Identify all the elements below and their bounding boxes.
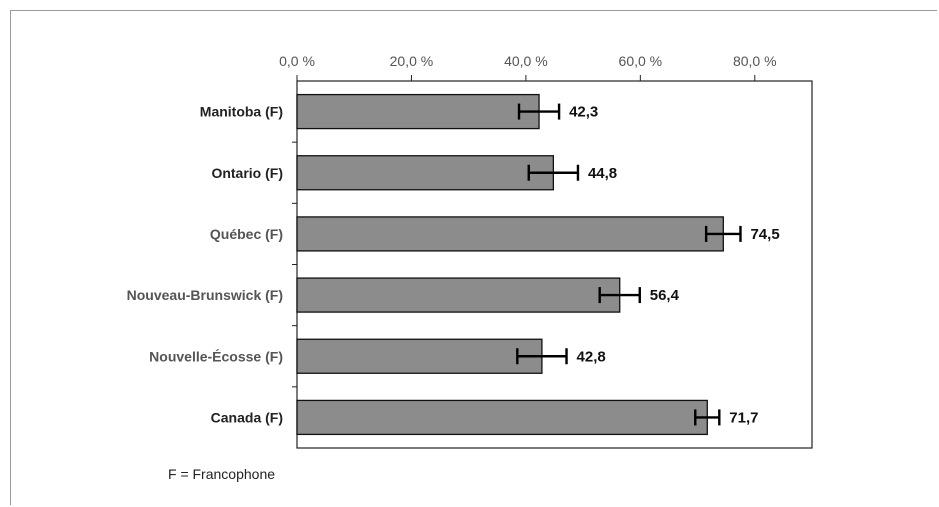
category-label: Nouvelle-Écosse (F)	[149, 348, 283, 364]
category-label: Ontario (F)	[211, 165, 283, 181]
value-label: 56,4	[650, 287, 680, 304]
bar	[297, 400, 707, 434]
bar	[297, 156, 553, 190]
category-labels: Manitoba (F) Ontario (F) Québec (F) Nouveau…	[127, 104, 283, 426]
value-label: 44,8	[588, 165, 617, 182]
value-label: 42,8	[577, 348, 606, 365]
plot-area	[297, 81, 812, 448]
value-label: 42,3	[569, 104, 598, 121]
x-tick-label: 40,0 %	[504, 53, 548, 69]
x-axis-ticks: 0,0 % 20,0 % 40,0 % 60,0 % 80,0 %	[279, 53, 776, 81]
bar	[297, 217, 723, 251]
footnote: F = Francophone	[168, 466, 275, 482]
category-label: Canada (F)	[211, 409, 283, 425]
x-tick-label: 80,0 %	[733, 53, 777, 69]
value-label: 71,7	[729, 409, 758, 426]
x-tick-label: 60,0 %	[619, 53, 663, 69]
category-label: Manitoba (F)	[200, 104, 283, 120]
x-tick-label: 0,0 %	[279, 53, 315, 69]
bar	[297, 278, 620, 312]
value-label: 74,5	[750, 226, 779, 243]
bar	[297, 339, 542, 373]
category-label: Nouveau-Brunswick (F)	[127, 287, 283, 303]
category-label: Québec (F)	[210, 226, 283, 242]
x-tick-label: 20,0 %	[390, 53, 434, 69]
bar	[297, 95, 539, 129]
